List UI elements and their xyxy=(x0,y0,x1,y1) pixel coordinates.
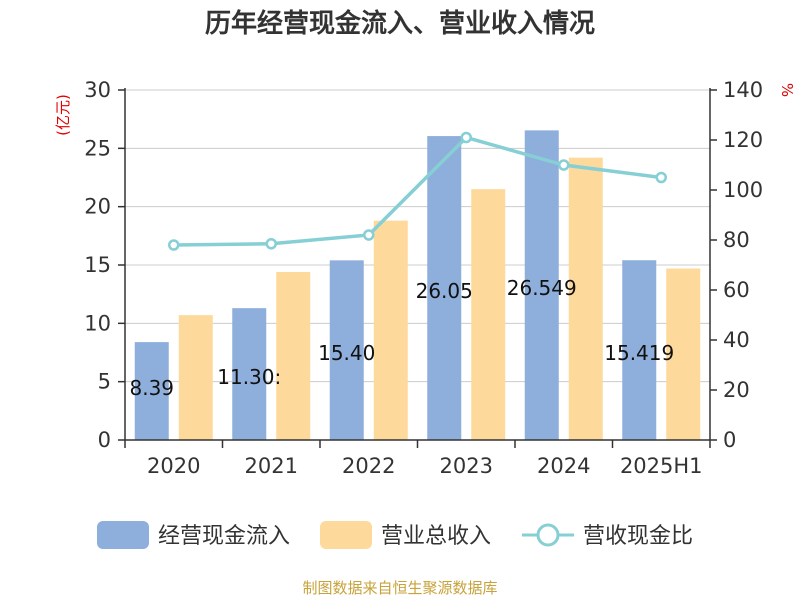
x-tick-label: 2024 xyxy=(537,454,590,478)
y-right-tick-label: 20 xyxy=(723,378,750,402)
data-label-cash-inflow: 15.40 xyxy=(318,341,375,365)
y-right-label: % xyxy=(778,83,796,97)
y-right-tick-label: 120 xyxy=(723,128,763,152)
x-tick-label: 2025H1 xyxy=(620,454,703,478)
y-left-tick-label: 15 xyxy=(84,253,111,277)
bar-cash-inflow xyxy=(622,260,657,440)
axes: 0 5 10 15 20 25 30 0 20 40 60 80 100 120 140 2020 2021 20… xyxy=(84,78,763,478)
bar-revenue xyxy=(178,315,213,440)
y-left-label: (亿元) xyxy=(54,94,72,136)
bar-revenue xyxy=(471,189,506,440)
x-tick-label: 2020 xyxy=(147,454,200,478)
data-label-cash-inflow: 8.39 xyxy=(129,376,174,400)
legend-label-revenue: 营业总收入 xyxy=(381,524,491,549)
y-left-tick-label: 10 xyxy=(84,311,111,335)
y-left-tick-label: 30 xyxy=(84,78,111,102)
y-right-tick-label: 100 xyxy=(723,178,763,202)
bar-cash-inflow xyxy=(134,342,169,440)
data-labels: 8.39 11.30: 15.40 26.05 26.549 15.419 xyxy=(129,276,674,400)
legend: 经营现金流入 营业总收入 营收现金比 xyxy=(97,521,693,549)
point-ratio xyxy=(460,131,472,144)
bar-revenue xyxy=(666,268,701,440)
y-right-tick-label: 0 xyxy=(723,428,736,452)
y-left-tick-label: 20 xyxy=(84,195,111,219)
data-label-cash-inflow: 15.419 xyxy=(604,341,674,365)
legend-label-cash-inflow: 经营现金流入 xyxy=(158,524,290,549)
x-tick-label: 2021 xyxy=(245,454,298,478)
y-right-tick-label: 60 xyxy=(723,278,750,302)
legend-swatch-revenue xyxy=(320,521,372,549)
line-series xyxy=(168,131,667,251)
y-right-tick-label: 80 xyxy=(723,228,750,252)
point-ratio xyxy=(265,238,277,250)
legend-label-ratio: 营收现金比 xyxy=(583,524,693,549)
bar-cash-inflow xyxy=(427,136,462,441)
point-ratio xyxy=(655,171,667,184)
source-note: 制图数据来自恒生聚源数据库 xyxy=(302,579,497,597)
y-left-tick-label: 0 xyxy=(98,428,111,452)
x-tick-label: 2022 xyxy=(342,454,395,478)
legend-swatch-cash-inflow xyxy=(97,521,149,549)
data-label-cash-inflow: 26.549 xyxy=(507,276,577,300)
y-right-tick-label: 140 xyxy=(723,78,763,102)
chart-title: 历年经营现金流入、营业收入情况 xyxy=(205,8,595,39)
bar-series xyxy=(134,130,701,441)
data-label-cash-inflow: 11.30: xyxy=(217,365,281,389)
bar-cash-inflow xyxy=(232,308,267,440)
y-right-tick-label: 40 xyxy=(723,328,750,352)
x-tick-label: 2023 xyxy=(440,454,493,478)
data-label-cash-inflow: 26.05 xyxy=(416,279,473,303)
bar-cash-inflow xyxy=(524,130,559,440)
gridlines xyxy=(125,89,710,383)
point-ratio xyxy=(558,159,570,171)
line-ratio xyxy=(173,135,662,247)
point-ratio xyxy=(168,239,180,251)
point-ratio xyxy=(363,229,375,241)
bar-revenue xyxy=(373,220,408,440)
y-left-tick-label: 25 xyxy=(84,136,111,160)
legend-swatch-ratio-marker xyxy=(536,523,560,547)
bar-revenue xyxy=(568,157,603,440)
y-left-tick-label: 5 xyxy=(98,370,111,394)
bar-cash-inflow xyxy=(329,260,364,440)
bar-revenue xyxy=(276,272,311,440)
